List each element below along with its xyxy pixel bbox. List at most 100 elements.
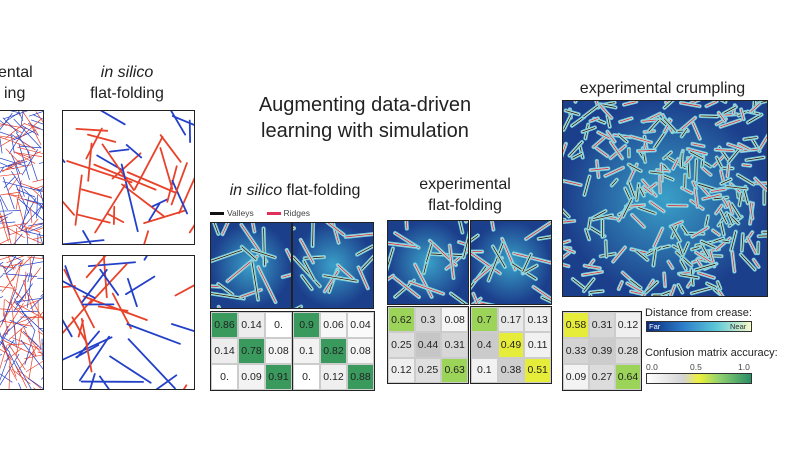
crease-line bbox=[405, 221, 408, 229]
crease-line bbox=[171, 179, 189, 215]
crease-line bbox=[513, 253, 551, 264]
matrix-cell: 0.09 bbox=[563, 364, 589, 390]
crease-line bbox=[263, 228, 265, 266]
crease-line bbox=[388, 275, 394, 280]
crease-line bbox=[522, 254, 532, 273]
matrix-cell: 0.64 bbox=[615, 364, 641, 390]
crease-line bbox=[24, 354, 43, 359]
crease-line bbox=[304, 256, 325, 259]
crease-line bbox=[6, 226, 26, 239]
crease-line bbox=[27, 256, 35, 283]
matrix-cell: 0.27 bbox=[589, 364, 615, 390]
crease-line bbox=[37, 331, 43, 335]
matrix-cell: 0.58 bbox=[563, 312, 589, 338]
crease-line bbox=[716, 157, 722, 168]
crease-line bbox=[449, 245, 454, 279]
background bbox=[63, 111, 194, 244]
crease-line bbox=[691, 247, 700, 250]
crease-line bbox=[691, 227, 709, 238]
crease-line bbox=[488, 243, 504, 281]
crease-line bbox=[324, 270, 339, 292]
crease-line bbox=[564, 248, 575, 253]
matrix-cell: 0.78 bbox=[238, 338, 265, 364]
crease-line bbox=[98, 375, 110, 389]
crease-line bbox=[23, 188, 43, 210]
crease-line bbox=[584, 175, 590, 196]
matrix-cell: 0.88 bbox=[347, 364, 374, 390]
matrix-cell: 0.13 bbox=[524, 307, 551, 333]
crease-line bbox=[572, 278, 585, 289]
matrix-cell: 0.1 bbox=[471, 357, 498, 383]
crease-line bbox=[15, 227, 18, 244]
crease-line bbox=[15, 165, 25, 197]
crease-line bbox=[36, 194, 38, 219]
matrix-cell: 0.31 bbox=[589, 312, 615, 338]
crease-line bbox=[3, 309, 9, 335]
matrix-cell: 0.33 bbox=[563, 338, 589, 364]
crease-line bbox=[159, 147, 174, 190]
crease-line bbox=[742, 164, 751, 167]
crease-line bbox=[35, 227, 43, 231]
matrix-cell: 0.11 bbox=[524, 332, 551, 358]
crease-line bbox=[109, 355, 152, 384]
crease-line bbox=[727, 164, 730, 177]
ridge-key bbox=[266, 212, 281, 216]
crease-line bbox=[697, 183, 716, 190]
crease-line bbox=[5, 275, 18, 296]
crease-line bbox=[0, 345, 8, 370]
crease-line bbox=[538, 236, 551, 240]
crease-line bbox=[13, 283, 33, 312]
crease-line bbox=[211, 293, 245, 299]
crease-line bbox=[87, 133, 117, 143]
crease-line bbox=[636, 250, 648, 261]
crease-line bbox=[40, 192, 43, 204]
crease-line bbox=[648, 119, 660, 132]
crease-line bbox=[563, 240, 570, 244]
crease-line bbox=[759, 136, 767, 149]
crease-line bbox=[0, 264, 7, 269]
crease-line bbox=[459, 221, 463, 233]
crease-line bbox=[563, 219, 566, 221]
crease-line bbox=[24, 198, 43, 205]
crease-line bbox=[471, 235, 479, 241]
matrix-cell: 0.62 bbox=[388, 307, 415, 333]
valley-key bbox=[210, 212, 224, 216]
crease-line bbox=[16, 198, 28, 236]
crease-line bbox=[572, 152, 583, 159]
crease-line bbox=[170, 323, 194, 333]
crease-line bbox=[15, 262, 22, 291]
crease-line bbox=[563, 264, 569, 267]
crease-line bbox=[0, 215, 5, 218]
crease-line bbox=[664, 101, 673, 109]
matrix-cell: 0.31 bbox=[441, 332, 468, 358]
accuracy-tick-05: 0.5 bbox=[690, 362, 702, 372]
crease-line bbox=[710, 188, 726, 192]
crease-line bbox=[71, 316, 89, 345]
crease-line bbox=[30, 207, 33, 224]
matrix-cell: 0.12 bbox=[615, 312, 641, 338]
crease-line bbox=[10, 301, 16, 336]
crease-line bbox=[720, 119, 741, 128]
insilico-distance-map-a bbox=[210, 222, 292, 309]
crease-line bbox=[358, 266, 369, 289]
crease-line bbox=[312, 223, 314, 247]
insilico-crease-pattern-top bbox=[62, 110, 195, 245]
insilico-top-rest: flat-folding bbox=[90, 85, 164, 102]
crease-line bbox=[728, 201, 733, 214]
crease-line bbox=[680, 102, 701, 107]
crease-line bbox=[9, 319, 27, 328]
matrix-cell: 0.12 bbox=[388, 357, 415, 383]
crease-line bbox=[426, 244, 432, 263]
experimental-distance-map-a bbox=[387, 220, 469, 305]
crumpling-label: experimental crumpling bbox=[555, 78, 770, 99]
crease-line bbox=[120, 163, 139, 233]
crease-line bbox=[630, 136, 652, 143]
crease-line bbox=[667, 261, 673, 269]
crease-line bbox=[0, 162, 15, 170]
crease-line bbox=[15, 152, 36, 164]
crease-line bbox=[637, 206, 656, 214]
crease-line bbox=[252, 223, 255, 232]
crease-line bbox=[691, 287, 712, 294]
matrix-cell: 0.7 bbox=[471, 307, 498, 333]
crease-line bbox=[588, 218, 591, 229]
